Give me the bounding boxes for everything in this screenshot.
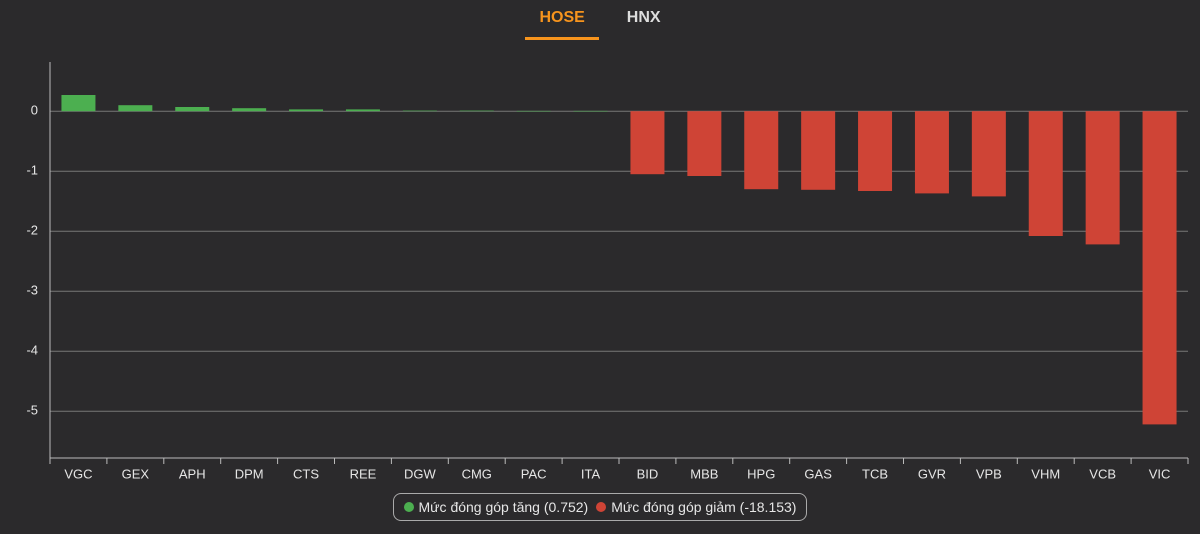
- x-tick-label: REE: [350, 466, 377, 481]
- legend-marker: [403, 502, 414, 512]
- bar: [858, 111, 893, 191]
- y-tick-label: -2: [26, 223, 38, 238]
- bar: [118, 105, 153, 112]
- x-tick-label: VHM: [1031, 466, 1060, 481]
- x-tick-label: VPB: [976, 466, 1002, 481]
- x-tick-label: PAC: [521, 466, 547, 481]
- x-tick-label: APH: [179, 466, 206, 481]
- bar: [516, 110, 551, 112]
- bar: [573, 110, 608, 112]
- bar: [289, 109, 324, 112]
- bar: [1085, 111, 1120, 245]
- y-tick-label: -1: [26, 163, 38, 178]
- bar: [801, 111, 836, 190]
- legend-item[interactable]: Mức đóng góp tăng (0.752): [403, 499, 589, 515]
- bar: [232, 108, 267, 112]
- x-tick-label: GAS: [804, 466, 832, 481]
- y-tick-label: -3: [26, 283, 38, 298]
- bar: [175, 107, 210, 112]
- bar: [1142, 111, 1177, 425]
- bar: [459, 110, 494, 112]
- x-tick-label: MBB: [690, 466, 718, 481]
- x-tick-label: DPM: [235, 466, 264, 481]
- y-tick-label: -4: [26, 343, 38, 358]
- legend-label: Mức đóng góp tăng (0.752): [418, 499, 589, 515]
- x-tick-label: ITA: [581, 466, 601, 481]
- legend: Mức đóng góp tăng (0.752) Mức đóng góp gi…: [0, 493, 1200, 521]
- bar: [61, 95, 96, 112]
- legend-label: Mức đóng góp giảm (-18.153): [611, 499, 797, 515]
- bar: [971, 111, 1006, 197]
- bar: [1028, 111, 1063, 236]
- x-tick-label: VCB: [1089, 466, 1116, 481]
- legend-item[interactable]: Mức đóng góp giảm (-18.153): [596, 499, 796, 515]
- market-tab[interactable]: HNX: [626, 9, 661, 26]
- x-tick-label: DGW: [404, 466, 437, 481]
- legend-marker: [596, 502, 607, 512]
- x-tick-label: CMG: [462, 466, 492, 481]
- x-tick-label: BID: [637, 466, 659, 481]
- market-tabs: HOSE HNX: [0, 0, 1200, 40]
- bar: [744, 111, 779, 190]
- chart: 0 -1 -2 -3 -4 -5 VGC GEX APH DPM CTS REE DGW CMG PAC IT…: [26, 62, 1189, 481]
- x-tick-label: CTS: [293, 466, 319, 481]
- bar: [630, 111, 665, 175]
- bar: [402, 110, 437, 112]
- bar: [687, 111, 722, 176]
- x-tick-label: HPG: [747, 466, 775, 481]
- y-tick-label: 0: [31, 103, 38, 118]
- x-tick-label: GVR: [918, 466, 946, 481]
- legend-box: Mức đóng góp tăng (0.752) Mức đóng góp gi…: [392, 493, 808, 521]
- x-tick-label: GEX: [122, 466, 150, 481]
- x-tick-label: VGC: [64, 466, 92, 481]
- bar: [914, 111, 949, 194]
- bar: [345, 109, 380, 112]
- market-tab[interactable]: HOSE: [525, 0, 599, 40]
- x-tick-label: VIC: [1149, 466, 1171, 481]
- y-tick-label: -5: [26, 403, 38, 418]
- x-tick-label: TCB: [862, 466, 888, 481]
